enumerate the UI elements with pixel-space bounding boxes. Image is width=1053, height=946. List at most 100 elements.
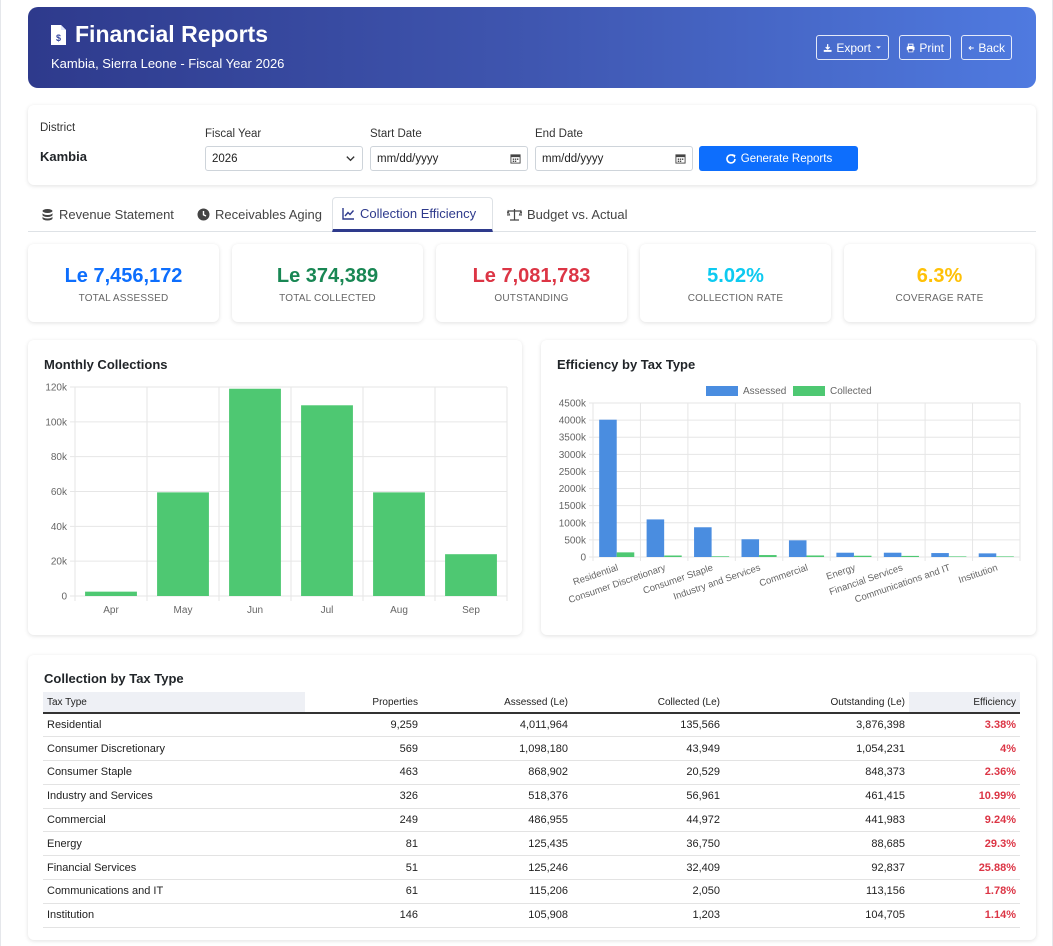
fiscal-year-select[interactable]: 2026: [205, 146, 363, 171]
assessed-cell: 125,246: [422, 855, 572, 881]
y-tick-label: 0: [580, 553, 586, 564]
coins-icon: [42, 209, 53, 221]
y-tick-label: 1000k: [559, 518, 587, 529]
efficiency-cell: 3.38%: [909, 713, 1020, 738]
y-tick-label: 3000k: [559, 450, 587, 461]
bar: [85, 591, 137, 596]
outstanding-cell: 3,876,398: [724, 713, 909, 738]
tab-revenue-statement[interactable]: Revenue Statement: [32, 197, 183, 232]
bar: [445, 554, 497, 596]
efficiency-cell: 1.78%: [909, 879, 1020, 904]
properties-cell: 9,259: [305, 713, 422, 738]
tab-label: Revenue Statement: [59, 207, 174, 222]
collected-cell: 20,529: [572, 760, 724, 785]
collected-cell: 56,961: [572, 784, 724, 809]
bar: [806, 555, 825, 557]
properties-cell: 61: [305, 879, 422, 904]
svg-text:$: $: [56, 33, 61, 43]
chart-title: Monthly Collections: [44, 357, 168, 372]
generate-reports-button[interactable]: Generate Reports: [699, 146, 858, 171]
x-tick-label: May: [174, 605, 193, 616]
bar: [741, 539, 760, 557]
y-tick-label: 80k: [51, 452, 68, 463]
collected-cell: 2,050: [572, 879, 724, 904]
line-chart-icon: [342, 208, 355, 220]
assessed-cell: 105,908: [422, 903, 572, 928]
column-header: Collected (Le): [572, 692, 724, 714]
table-row: Residential 9,259 4,011,964 135,566 3,876,39…: [43, 713, 1020, 738]
bar: [373, 492, 425, 596]
bar: [788, 540, 807, 557]
clock-icon: [197, 208, 210, 221]
properties-cell: 463: [305, 760, 422, 785]
legend-label: Collected: [830, 386, 872, 397]
y-tick-label: 0: [61, 592, 67, 603]
bar: [759, 555, 777, 557]
table-row: Communications and IT 61 115,206 2,050 113,1…: [43, 879, 1020, 904]
table-header-row: Tax Type Properties Assessed (Le) Collec…: [43, 692, 1020, 714]
print-label: Print: [919, 40, 944, 55]
kpi-label: TOTAL ASSESSED: [78, 293, 169, 304]
kpi-label: TOTAL COLLECTED: [279, 293, 376, 304]
refresh-icon: [726, 153, 736, 164]
kpi-total-assessed: Le 7,456,172 TOTAL ASSESSED: [28, 244, 219, 322]
x-tick-label: Commercial: [758, 562, 810, 589]
x-tick-label: Institution: [957, 562, 999, 586]
end-date-input[interactable]: mm/dd/yyyy: [535, 146, 693, 171]
tab-collection-efficiency[interactable]: Collection Efficiency: [332, 197, 493, 232]
y-tick-label: 4000k: [559, 416, 587, 427]
start-date-input[interactable]: mm/dd/yyyy: [370, 146, 528, 171]
outstanding-cell: 88,685: [724, 831, 909, 857]
tax-type-cell: Industry and Services: [43, 784, 305, 809]
bar: [664, 555, 682, 557]
outstanding-cell: 92,837: [724, 855, 909, 881]
tax-type-cell: Financial Services: [43, 855, 305, 881]
kpi-value: Le 374,389: [276, 265, 379, 287]
y-tick-label: 2500k: [559, 467, 587, 478]
tab-budget-vs-actual[interactable]: Budget vs. Actual: [498, 197, 636, 232]
efficiency-cell: 29.3%: [909, 831, 1020, 857]
caret-down-icon: [876, 46, 881, 49]
kpi-label: COVERAGE RATE: [895, 293, 984, 304]
legend-swatch: [706, 386, 738, 396]
start-date-placeholder: mm/dd/yyyy: [377, 152, 439, 165]
bar: [616, 552, 635, 557]
column-header: Assessed (Le): [422, 692, 572, 714]
outstanding-cell: 848,373: [724, 760, 909, 785]
printer-icon: [906, 43, 915, 52]
report-filters: District Kambia Fiscal Year 2026 Start D…: [28, 105, 1036, 185]
bar: [711, 556, 730, 557]
y-tick-label: 20k: [51, 557, 68, 568]
tax-type-cell: Energy: [43, 831, 305, 857]
column-header: Outstanding (Le): [724, 692, 909, 714]
report-tabs: Revenue Statement Receivables Aging Coll…: [28, 197, 1036, 232]
arrow-left-icon: [968, 45, 974, 50]
legend-swatch: [793, 386, 825, 396]
back-button[interactable]: Back: [961, 35, 1012, 60]
export-button[interactable]: Export: [816, 35, 889, 60]
kpi-value: Le 7,456,172: [64, 265, 183, 287]
calendar-icon[interactable]: [675, 153, 686, 164]
fiscal-year-label: Fiscal Year: [205, 128, 262, 140]
page-header: $ Financial Reports Kambia, Sierra Leone…: [28, 7, 1036, 88]
download-icon: [823, 43, 832, 52]
kpi-label: COLLECTION RATE: [687, 293, 784, 304]
y-tick-label: 60k: [51, 487, 68, 498]
efficiency-cell: 4%: [909, 736, 1020, 762]
efficiency-cell: 25.88%: [909, 855, 1020, 881]
bar: [646, 519, 665, 557]
tab-receivables-aging[interactable]: Receivables Aging: [188, 197, 331, 232]
properties-cell: 249: [305, 808, 422, 833]
y-tick-label: 1500k: [559, 501, 587, 512]
start-date-label: Start Date: [370, 128, 422, 140]
y-tick-label: 2000k: [559, 484, 587, 495]
kpi-coverage-rate: 6.3% COVERAGE RATE: [844, 244, 1035, 322]
monthly-collections-chart: 0 20k 40k 60k 80k 100k 120k Apr May Jun Jul Aug Sep: [45, 383, 508, 616]
assessed-cell: 4,011,964: [422, 713, 572, 738]
collection-by-tax-type-card: Collection by Tax Type Tax Type Properti…: [28, 655, 1036, 940]
calendar-icon[interactable]: [510, 153, 521, 164]
y-tick-label: 3500k: [559, 433, 587, 444]
district-value: Kambia: [40, 149, 87, 164]
print-button[interactable]: Print: [899, 35, 951, 60]
